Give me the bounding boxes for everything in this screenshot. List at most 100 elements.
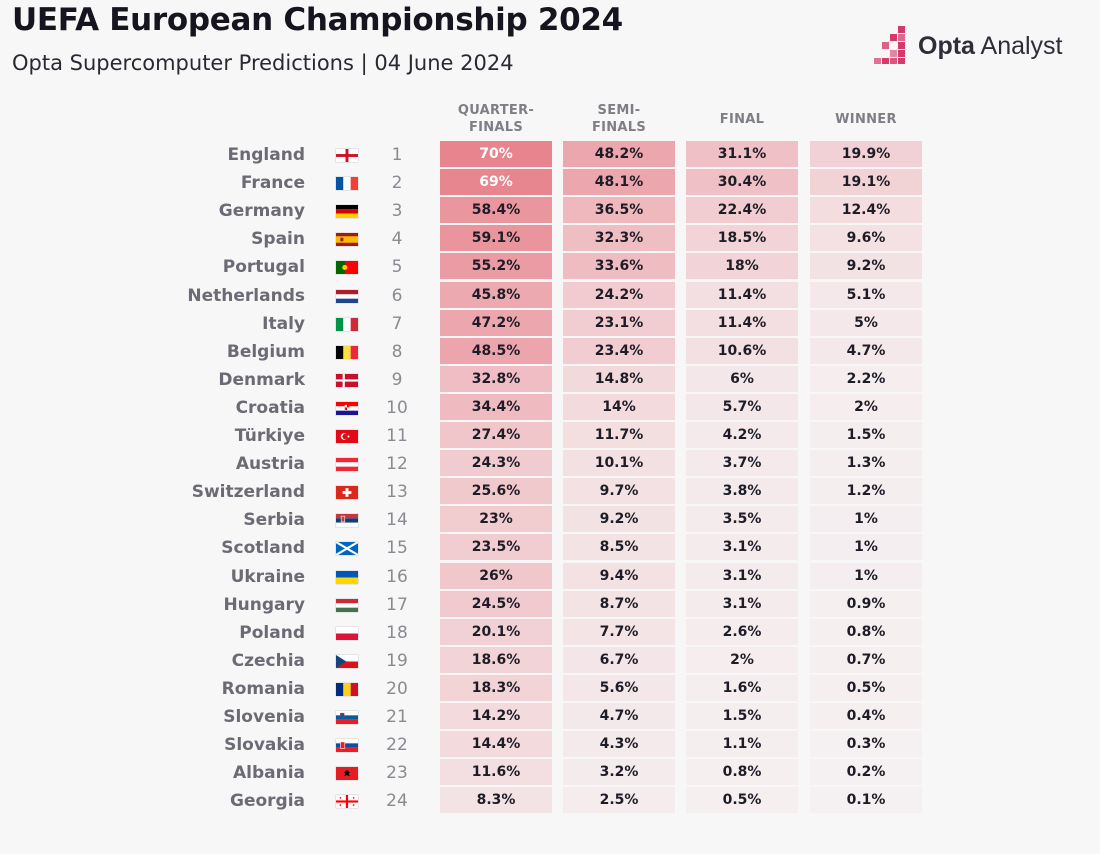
table-row: Austria 12 24.3% 10.1% 3.7% 1.3% [0,450,1100,478]
logo-wordmark: Opta Analyst [918,32,1063,60]
cell-qf: 8.3% [440,787,552,814]
cell-winner: 4.7% [810,337,922,364]
table-row: Slovakia 22 14.4% 4.3% 1.1% 0.3% [0,731,1100,759]
flag-srb-icon [336,514,358,528]
table-row: Czechia 19 18.6% 6.7% 2% 0.7% [0,646,1100,675]
table-row: Spain 4 59.1% 32.3% 18.5% 9.6% [0,225,1100,253]
table-row: France 2 69% 48.1% 30.4% 19.1% [0,169,1100,197]
table-row: Romania 20 18.3% 5.6% 1.6% 0.5% [0,674,1100,703]
cell-sf: 3.2% [563,759,675,786]
page-title: UEFA European Championship 2024 [12,2,623,38]
table-row: Ukraine 16 26% 9.4% 3.1% 1% [0,562,1100,591]
cell-qf: 23.5% [440,534,552,561]
table-row: Germany 3 58.4% 36.5% 22.4% 12.4% [0,197,1100,225]
rank-number: 15 [386,538,408,559]
cell-qf: 47.2% [440,309,552,336]
cell-sf: 33.6% [563,253,675,280]
rank-number: 20 [386,678,408,699]
page-subtitle: Opta Supercomputer Predictions | 04 June… [12,51,514,75]
country-name: Spain [251,229,305,250]
cell-winner: 1% [810,506,922,533]
table-row: Slovenia 21 14.2% 4.7% 1.5% 0.4% [0,703,1100,731]
country-name: Slovakia [224,735,305,756]
country-name: Netherlands [187,285,305,306]
cell-final: 6% [686,365,798,392]
cell-sf: 4.3% [563,731,675,758]
rank-number: 1 [391,145,403,165]
flag-ned-icon [336,289,358,303]
cell-sf: 14% [563,393,675,420]
country-name: Italy [262,313,305,334]
cell-sf: 11.7% [563,422,675,448]
cell-winner: 0.4% [810,703,922,729]
country-name: Poland [239,622,305,643]
table-row: Croatia 10 34.4% 14% 5.7% 2% [0,393,1100,422]
rank-number: 12 [386,454,408,475]
cell-qf: 45.8% [440,281,552,308]
flag-fra-icon [336,177,358,191]
flag-sco-icon [336,542,358,556]
cell-final: 0.5% [686,787,798,814]
table-row: Serbia 14 23% 9.2% 3.5% 1% [0,506,1100,534]
flag-aut-icon [336,458,358,472]
cell-sf: 9.7% [563,478,675,505]
country-name: Romania [221,678,305,699]
rank-number: 11 [386,426,408,446]
cell-qf: 18.6% [440,646,552,673]
cell-final: 3.1% [686,590,798,617]
cell-sf: 23.1% [563,309,675,336]
cell-winner: 9.2% [810,253,922,280]
flag-svn-icon [336,711,358,724]
cell-final: 2% [686,646,798,673]
cell-winner: 1% [810,534,922,561]
flag-bel-icon [336,345,358,359]
cell-winner: 5% [810,309,922,336]
cell-sf: 5.6% [563,674,675,701]
cell-sf: 6.7% [563,646,675,673]
rank-number: 19 [386,650,408,671]
cell-sf: 9.2% [563,506,675,533]
cell-qf: 18.3% [440,674,552,701]
country-name: Georgia [229,791,305,812]
cell-winner: 19.1% [810,169,922,196]
rank-number: 5 [391,257,403,278]
rank-number: 4 [391,229,403,250]
country-name: Croatia [235,397,305,418]
cell-qf: 24.3% [440,450,552,477]
cell-qf: 26% [440,562,552,589]
opta-analyst-logo: Opta Analyst [872,26,1087,70]
cell-final: 2.6% [686,618,798,645]
country-name: Austria [235,454,305,475]
cell-qf: 55.2% [440,253,552,280]
cell-winner: 9.6% [810,225,922,252]
table-row: England 1 70% 48.2% 31.1% 19.9% [0,141,1100,169]
cell-sf: 14.8% [563,365,675,392]
flag-den-icon [336,373,358,387]
rank-number: 8 [391,341,403,362]
cell-final: 11.4% [686,281,798,308]
country-name: Türkiye [234,426,305,446]
column-header-sf: SEMI- FINALS [591,103,647,135]
cell-qf: 24.5% [440,590,552,617]
flag-por-icon [336,261,358,275]
table-row: Georgia 24 8.3% 2.5% 0.5% 0.1% [0,787,1100,815]
cell-final: 3.8% [686,478,798,505]
cell-qf: 14.4% [440,731,552,758]
table-row: Belgium 8 48.5% 23.4% 10.6% 4.7% [0,337,1100,366]
table-row: Hungary 17 24.5% 8.7% 3.1% 0.9% [0,590,1100,619]
table-row: Netherlands 6 45.8% 24.2% 11.4% 5.1% [0,281,1100,310]
rank-number: 13 [386,482,408,503]
cell-qf: 70% [440,141,552,167]
cell-qf: 59.1% [440,225,552,252]
flag-cze-icon [336,654,358,668]
cell-winner: 19.9% [810,141,922,167]
cell-sf: 23.4% [563,337,675,364]
cell-final: 5.7% [686,393,798,420]
cell-winner: 12.4% [810,197,922,224]
cell-winner: 5.1% [810,281,922,308]
table-row: Scotland 15 23.5% 8.5% 3.1% 1% [0,534,1100,562]
cell-winner: 1% [810,562,922,589]
table-row: Portugal 5 55.2% 33.6% 18% 9.2% [0,253,1100,281]
cell-final: 31.1% [686,141,798,167]
cell-qf: 23% [440,506,552,533]
